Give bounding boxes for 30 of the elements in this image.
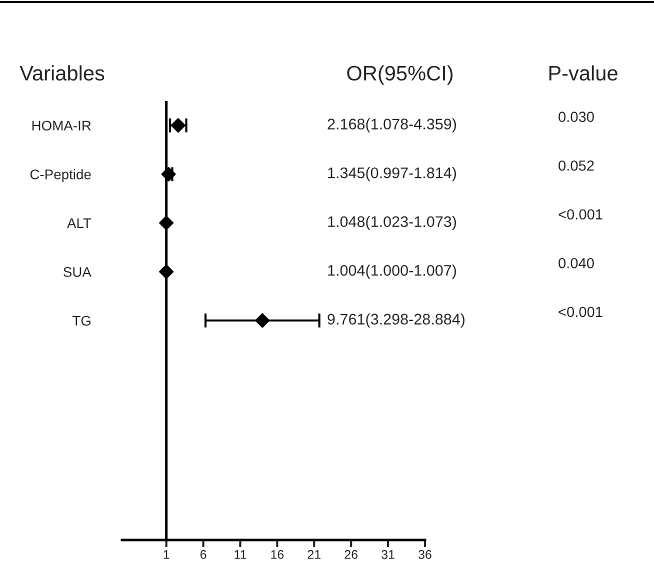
point <box>161 166 176 182</box>
text: P-value <box>549 65 618 81</box>
y-tick-label: SUA <box>64 267 92 277</box>
text: <0.001 <box>558 306 602 318</box>
y-tick-label: C-Peptide <box>30 169 91 182</box>
y-tick-label: ALT <box>67 218 92 228</box>
annotation: 2.168(1.078-4.359) <box>328 118 456 133</box>
point <box>159 216 174 230</box>
text: 0.030 <box>558 112 594 122</box>
point <box>255 313 270 328</box>
text: 0.040 <box>558 258 594 268</box>
x-tick-label: 6 <box>200 550 206 559</box>
annotation: 1.345(0.997-1.814) <box>328 167 456 182</box>
y-tick-label: HOMA-IR <box>32 120 91 131</box>
x-tick-label: 36 <box>418 550 432 559</box>
text: <0.001 <box>558 209 602 220</box>
point <box>159 264 174 280</box>
x-tick-label: 26 <box>344 550 358 559</box>
annotation: 1.048(1.023-1.073) <box>328 216 456 230</box>
x-tick-label: 16 <box>271 550 284 559</box>
annotation: 9.761(3.298-28.884) <box>328 313 465 328</box>
x-tick-label: 21 <box>308 550 320 559</box>
annotation: 1.004(1.000-1.007) <box>328 264 456 279</box>
text: Variables <box>20 65 104 81</box>
text: 0.052 <box>558 160 594 171</box>
x-tick-label: 31 <box>382 550 394 559</box>
x-tick-label: 1 <box>164 550 170 559</box>
x-tick-label: 11 <box>234 550 246 559</box>
text: OR(95%CI) <box>347 65 453 85</box>
y-tick-label: TG <box>72 316 90 326</box>
